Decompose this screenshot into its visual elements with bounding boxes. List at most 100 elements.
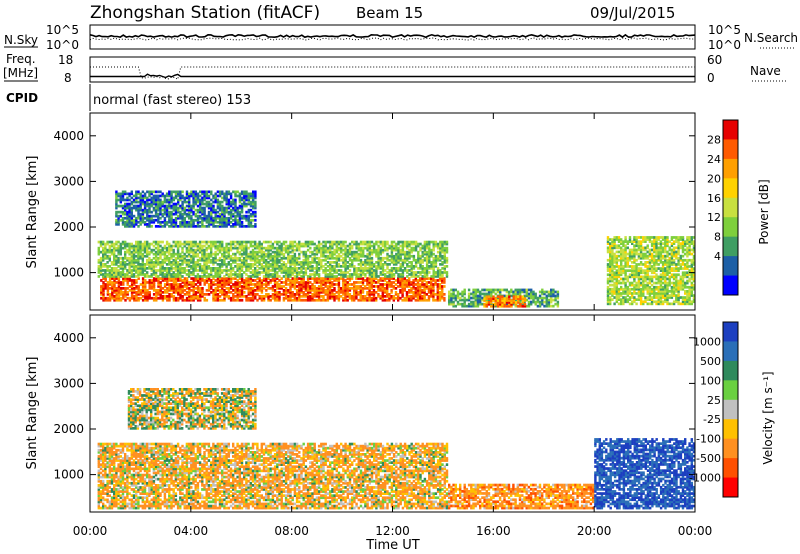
range-cell [212, 298, 215, 302]
range-cell [221, 291, 224, 294]
range-cell [609, 258, 612, 262]
range-cell [247, 293, 250, 296]
range-cell [144, 296, 147, 300]
range-cell [276, 261, 279, 264]
range-cell [205, 200, 208, 204]
range-cell [150, 296, 154, 300]
range-cell [359, 252, 363, 256]
range-cell [113, 263, 116, 266]
range-cell [179, 265, 182, 268]
range-cell [201, 216, 204, 220]
range-cell [550, 294, 553, 298]
range-cell [194, 225, 197, 228]
range-cell [119, 263, 122, 266]
range-cell [157, 281, 160, 284]
range-cell [379, 283, 382, 286]
range-cell [298, 248, 301, 252]
range-cell [337, 293, 341, 296]
range-cell [280, 281, 283, 284]
range-cell [236, 283, 239, 286]
range-cell [273, 273, 277, 276]
range-cell [163, 200, 167, 204]
range-cell [108, 287, 112, 290]
range-cell [611, 298, 614, 301]
range-cell [320, 285, 323, 288]
range-cell [210, 202, 213, 206]
range-cell [359, 263, 363, 266]
range-cell [212, 225, 215, 228]
range-cell [428, 252, 431, 256]
range-cell [287, 252, 290, 256]
range-cell [408, 254, 411, 258]
range-cell [439, 263, 442, 266]
range-cell [172, 225, 175, 228]
range-cell [198, 246, 202, 250]
range-cell [439, 248, 442, 252]
range-cell [163, 225, 167, 228]
range-cell [216, 210, 220, 214]
range-cell [394, 291, 398, 294]
range-cell [479, 294, 482, 298]
range-cell [617, 240, 621, 243]
range-cell [452, 288, 455, 292]
range-cell [556, 304, 560, 308]
range-cell [238, 277, 242, 280]
range-cell [177, 291, 180, 294]
range-cell [133, 287, 136, 290]
range-cell [243, 202, 246, 206]
range-cell [550, 304, 553, 308]
range-cell [137, 277, 140, 280]
range-cell [121, 267, 125, 270]
range-cell [245, 214, 248, 218]
range-cell [260, 258, 263, 262]
range-cell [225, 192, 228, 196]
range-cell [124, 293, 127, 296]
range-cell [254, 285, 257, 288]
range-cell [258, 287, 261, 290]
range-cell [304, 285, 308, 288]
range-cell [377, 258, 380, 262]
range-cell [450, 294, 453, 298]
range-cell [300, 271, 303, 274]
range-cell [232, 200, 235, 204]
range-cell [254, 202, 257, 206]
range-cell [203, 275, 206, 278]
range-cell [397, 250, 400, 254]
range-cell [390, 275, 394, 278]
range-cell [419, 293, 422, 296]
range-cell [218, 240, 222, 244]
range-cell [154, 273, 158, 276]
range-cell [410, 248, 413, 252]
range-cell [381, 277, 384, 280]
range-cell [317, 273, 321, 276]
range-cell [243, 194, 246, 198]
range-cell [311, 287, 314, 290]
range-cell [104, 269, 107, 272]
range-cell [176, 267, 180, 270]
range-cell [251, 295, 255, 298]
range-cell [289, 263, 292, 266]
range-cell [525, 298, 528, 302]
range-cell [617, 250, 621, 254]
range-cell [443, 281, 446, 284]
range-cell [143, 254, 147, 258]
range-cell [390, 273, 394, 276]
range-cell [456, 290, 460, 294]
range-cell [174, 258, 178, 262]
range-cell [130, 225, 133, 228]
range-cell [364, 265, 367, 268]
range-cell [152, 296, 156, 300]
range-cell [227, 254, 230, 258]
range-cell [106, 240, 109, 244]
range-cell [157, 244, 160, 248]
range-cell [287, 279, 290, 282]
range-cell [247, 256, 250, 260]
range-cell [350, 295, 354, 298]
range-cell [353, 240, 356, 244]
range-cell [353, 267, 356, 270]
range-cell [282, 275, 286, 278]
range-cell [124, 252, 127, 256]
range-cell [518, 292, 522, 296]
range-cell [615, 298, 618, 301]
range-cell [124, 198, 127, 202]
